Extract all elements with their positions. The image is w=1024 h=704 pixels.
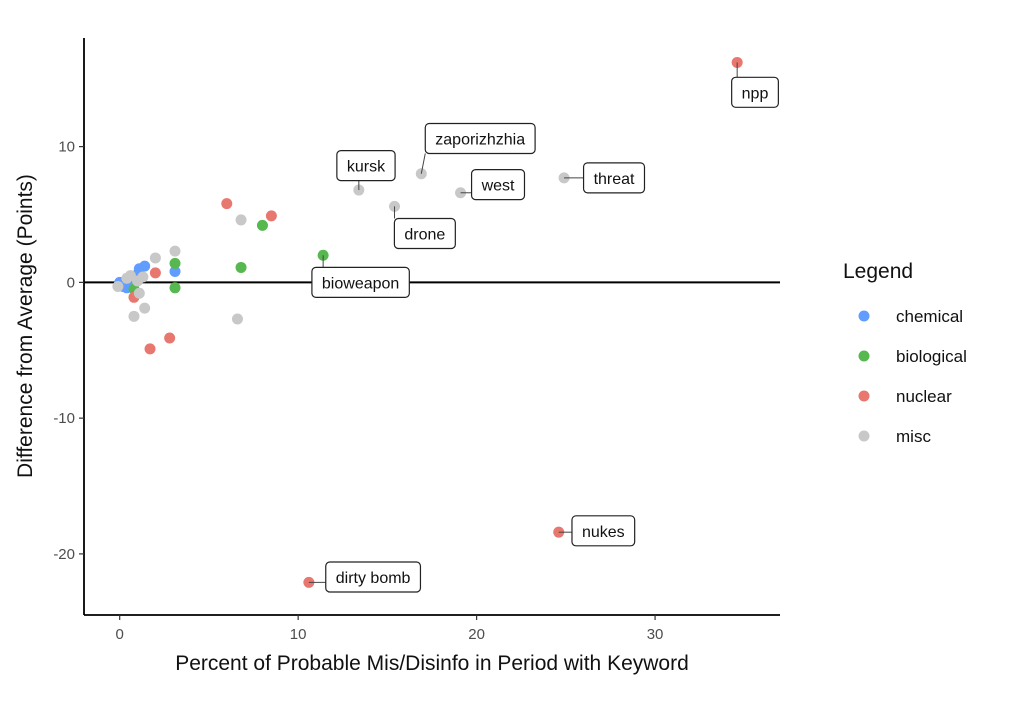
point-label-box [393,217,456,250]
y-tick-label: 10 [58,139,75,156]
data-point-nuclear [265,210,277,222]
data-point-nuclear [144,343,156,355]
point-label: npp [731,62,779,108]
legend-entries: chemical biological nuclear misc [858,307,967,446]
legend-label: chemical [896,307,963,326]
x-tick-label: 30 [647,626,664,643]
data-point-misc [112,280,124,292]
x-tick-label: 0 [116,626,124,643]
data-point-misc [169,245,181,257]
legend-entry-chemical: chemical [858,307,963,326]
point-label-text: west [481,178,515,195]
y-tick-label: 0 [67,274,75,291]
point-label-leader [420,153,426,174]
legend-swatch [858,390,870,402]
point-labels-layer: npp zaporizhzhia kursk west threat drone biowe… [308,62,779,593]
legend-swatch [858,310,870,322]
data-point-biological [235,261,247,273]
legend: Legend chemical biological nuclear misc [843,260,967,446]
point-label-box [424,122,536,155]
legend-label: misc [896,427,931,446]
x-axis-title: Percent of Probable Mis/Disinfo in Perio… [175,652,689,675]
data-point-misc [231,313,243,325]
point-label-box [470,169,526,201]
point-label-text: threat [594,171,635,188]
point-label: dirty bomb [308,561,422,593]
point-label-box [336,150,396,182]
point-label: drone [393,206,456,250]
axes-layer: 0 10 20 30 -20 -10 0 10 [53,38,780,643]
y-axis-title: Difference from Average (Points) [14,174,37,478]
data-point-nuclear [149,267,161,279]
point-label-text: zaporizhzhia [435,131,525,148]
legend-entry-nuclear: nuclear [858,387,952,406]
y-tick-label: -20 [53,546,75,563]
data-point-misc [149,252,161,264]
data-point-biological [169,282,181,294]
point-label: nukes [558,515,636,547]
data-point-misc [139,302,151,314]
point-label-box [731,76,779,108]
data-point-misc [137,271,149,283]
legend-swatch [858,430,870,442]
legend-swatch [858,350,870,362]
legend-entry-biological: biological [858,347,967,366]
point-label-text: bioweapon [322,275,399,292]
point-label-text: dirty bomb [336,570,411,587]
data-point-nuclear [221,198,233,210]
point-label: bioweapon [311,255,410,298]
point-label-box [571,515,636,547]
x-tick-label: 10 [290,626,307,643]
data-point-misc [128,310,140,322]
x-tick-label: 20 [468,626,485,643]
point-label: threat [564,162,646,194]
data-point-misc [133,287,145,299]
data-point-nuclear [164,332,176,344]
data-point-biological [317,249,329,261]
point-label: kursk [336,150,396,191]
legend-label: biological [896,347,967,366]
point-label: west [460,169,526,201]
data-point-chemical [169,266,181,278]
point-label-text: kursk [347,159,386,176]
data-point-misc [235,214,247,226]
legend-title: Legend [843,260,913,283]
point-label: zaporizhzhia [420,122,536,174]
point-label-box [582,162,646,194]
y-tick-label: -10 [53,410,75,427]
legend-entry-misc: misc [858,427,931,446]
point-label-box [311,266,410,298]
data-point-biological [169,257,181,269]
legend-label: nuclear [896,387,952,406]
point-label-text: npp [742,85,769,102]
point-label-text: nukes [582,524,625,541]
data-point-chemical [139,260,151,272]
point-label-box [325,561,422,593]
point-label-text: drone [404,227,445,244]
data-point-biological [256,219,268,231]
